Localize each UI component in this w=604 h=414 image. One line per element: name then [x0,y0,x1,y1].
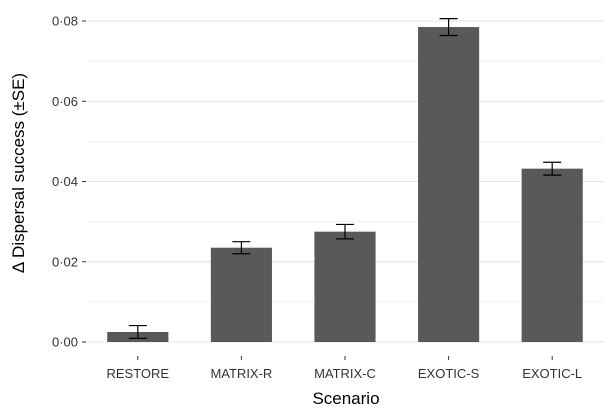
y-tick-label: 0·00 [52,335,78,350]
y-tick-label: 0·06 [52,94,78,109]
y-axis-ticks: 0·00 0·02 0·04 0·06 0·08 [52,14,86,350]
y-tick-label: 0·08 [52,14,78,29]
x-tick-label: MATRIX-C [314,366,376,381]
bar-exotic-s [418,27,480,342]
x-tick-label: EXOTIC-S [418,366,480,381]
bar-matrix-c [314,231,376,342]
x-axis-ticks: RESTORE MATRIX-R MATRIX-C EXOTIC-S EXOTIC-L [106,356,582,381]
grid-lines [86,20,604,343]
y-axis-title: Δ Dispersal success (±SE) [9,73,28,273]
x-tick-label: RESTORE [106,366,169,381]
y-tick-label: 0·02 [52,254,78,269]
bar-exotic-l [521,168,583,342]
bar-matrix-r [210,247,272,342]
x-tick-label: EXOTIC-L [522,366,582,381]
bars [107,27,583,342]
x-tick-label: MATRIX-R [210,366,272,381]
x-axis-title: Scenario [312,389,379,408]
y-tick-label: 0·04 [52,174,78,189]
error-bars [128,18,562,339]
